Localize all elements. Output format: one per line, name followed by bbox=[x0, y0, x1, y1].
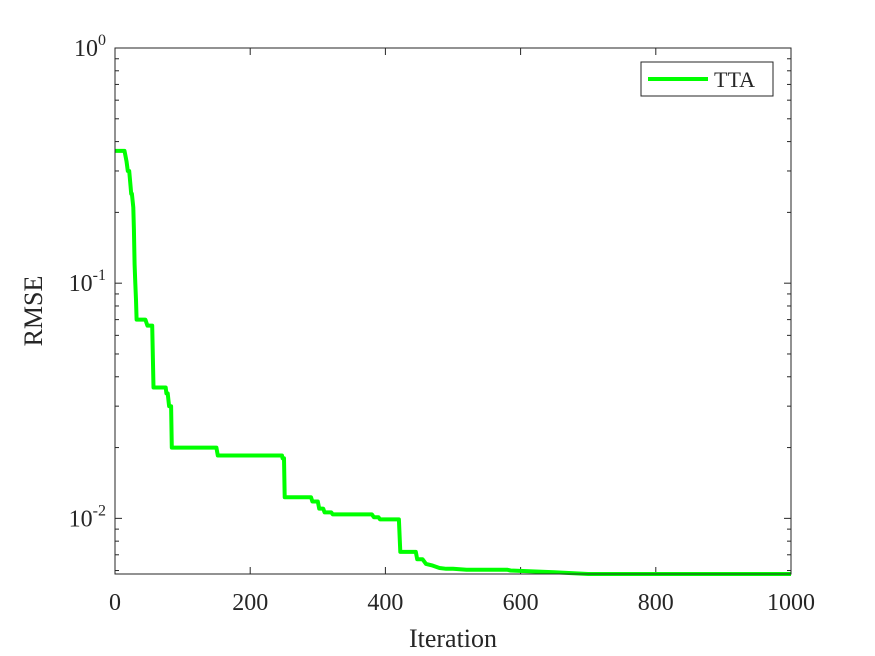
series-line-tta bbox=[115, 148, 791, 576]
plot-frame bbox=[114, 47, 792, 575]
x-tick-label: 800 bbox=[638, 590, 674, 616]
x-tick-label: 600 bbox=[503, 590, 539, 616]
y-tick-label: 10-2 bbox=[69, 502, 106, 532]
x-tick-labels: 0 200 400 600 800 1000 bbox=[109, 590, 815, 616]
y-tick-label: 10-1 bbox=[69, 267, 106, 297]
x-tick-label: 400 bbox=[367, 590, 403, 616]
x-tick-label: 0 bbox=[109, 590, 121, 616]
series-layer bbox=[115, 148, 791, 576]
y-axis-label: RMSE bbox=[19, 276, 48, 347]
legend: TTA bbox=[640, 61, 774, 97]
x-axis-label: Iteration bbox=[409, 624, 497, 653]
x-tick-label: 1000 bbox=[767, 590, 815, 616]
x-tick-label: 200 bbox=[232, 590, 268, 616]
y-tick-label: 100 bbox=[74, 32, 106, 62]
y-tick-labels: 10-2 10-1 100 bbox=[69, 32, 106, 532]
plot-area bbox=[115, 48, 791, 574]
legend-label-tta: TTA bbox=[714, 67, 755, 92]
